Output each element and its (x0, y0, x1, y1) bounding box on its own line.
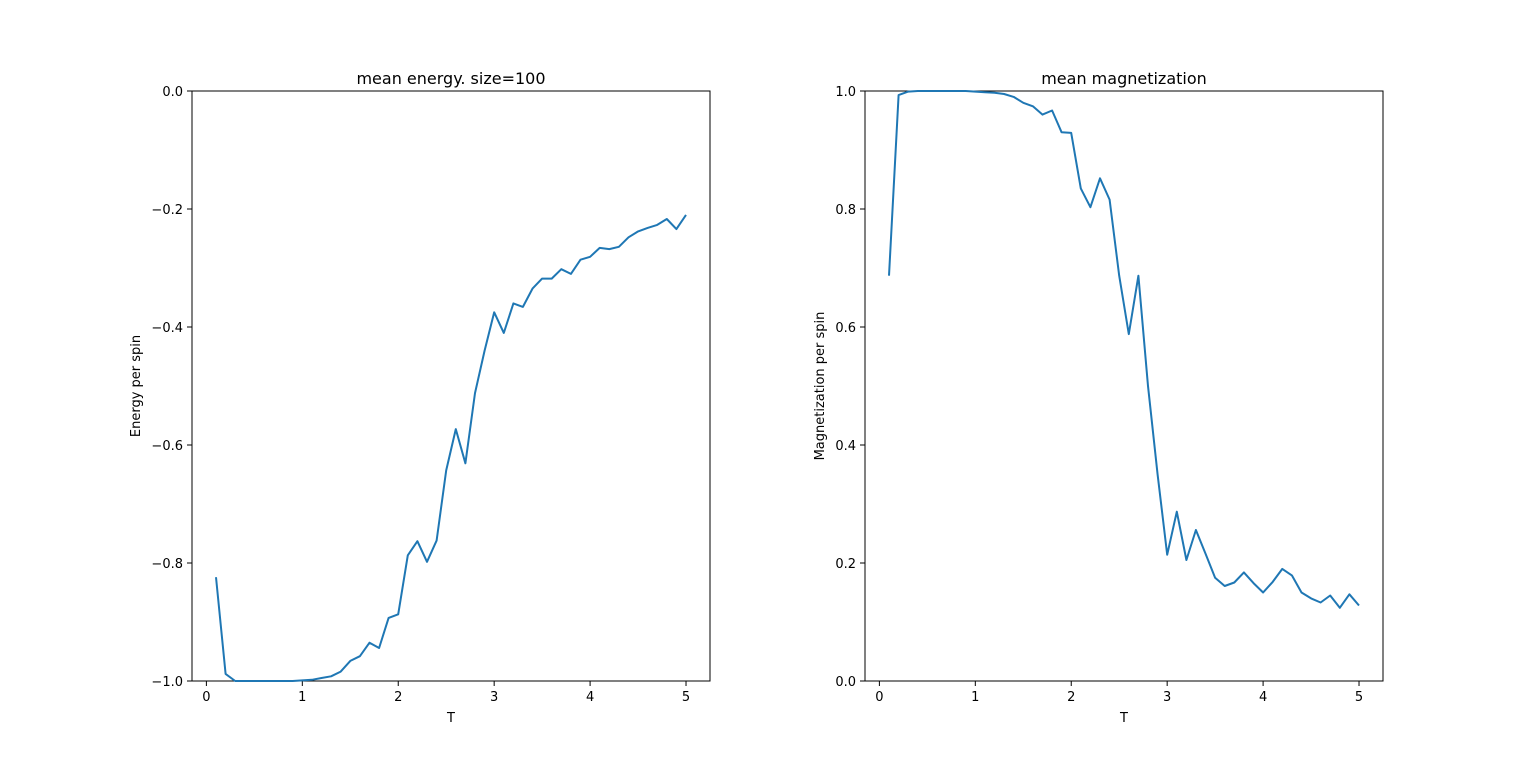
magnetization-x-tick-label: 4 (1259, 690, 1267, 705)
magnetization-y-tick-label: 0.4 (835, 439, 856, 454)
energy-y-tick-label: −0.2 (151, 203, 183, 218)
magnetization-x-tick-label: 3 (1163, 690, 1171, 705)
magnetization-y-ticks: 0.0 0.2 0.4 0.6 0.8 1.0 (835, 85, 865, 690)
magnetization-x-tick-label: 5 (1355, 690, 1363, 705)
energy-x-ticks: 0 1 2 3 4 5 (202, 681, 690, 705)
magnetization-y-tick-label: 0.6 (835, 321, 856, 336)
energy-x-tick-label: 3 (490, 690, 498, 705)
magnetization-x-axis-label: T (1119, 711, 1128, 726)
magnetization-y-tick-label: 0.2 (835, 557, 856, 572)
energy-y-axis-label: Energy per spin (129, 335, 144, 437)
energy-y-tick-label: 0.0 (162, 85, 183, 100)
energy-y-ticks: −1.0 −0.8 −0.6 −0.4 −0.2 0.0 (151, 85, 192, 690)
magnetization-y-tick-label: 0.8 (835, 203, 856, 218)
energy-x-axis-label: T (446, 711, 455, 726)
energy-x-tick-label: 4 (586, 690, 594, 705)
energy-x-tick-label: 5 (682, 690, 690, 705)
energy-plot-frame (191, 90, 711, 682)
magnetization-y-tick-label: 1.0 (835, 85, 856, 100)
magnetization-y-axis-label: Magnetization per spin (813, 312, 828, 461)
magnetization-x-tick-label: 0 (875, 690, 883, 705)
energy-x-tick-label: 1 (298, 690, 306, 705)
energy-subplot: mean energy. size=100 0 1 2 3 4 5 −1.0 −0.8 −0.… (129, 69, 711, 726)
magnetization-series-line (888, 90, 1360, 609)
energy-y-tick-label: −0.4 (151, 321, 183, 336)
energy-chart-title: mean energy. size=100 (356, 69, 545, 88)
energy-y-tick-label: −0.8 (151, 557, 183, 572)
magnetization-x-tick-label: 1 (971, 690, 979, 705)
magnetization-chart-title: mean magnetization (1041, 69, 1207, 88)
energy-x-tick-label: 0 (202, 690, 210, 705)
energy-y-tick-label: −0.6 (151, 439, 183, 454)
magnetization-y-tick-label: 0.0 (835, 675, 856, 690)
energy-x-tick-label: 2 (394, 690, 402, 705)
energy-y-tick-label: −1.0 (151, 675, 183, 690)
magnetization-plot-frame (864, 90, 1384, 682)
magnetization-x-tick-label: 2 (1067, 690, 1075, 705)
energy-series-line (215, 214, 687, 682)
magnetization-x-ticks: 0 1 2 3 4 5 (875, 681, 1363, 705)
